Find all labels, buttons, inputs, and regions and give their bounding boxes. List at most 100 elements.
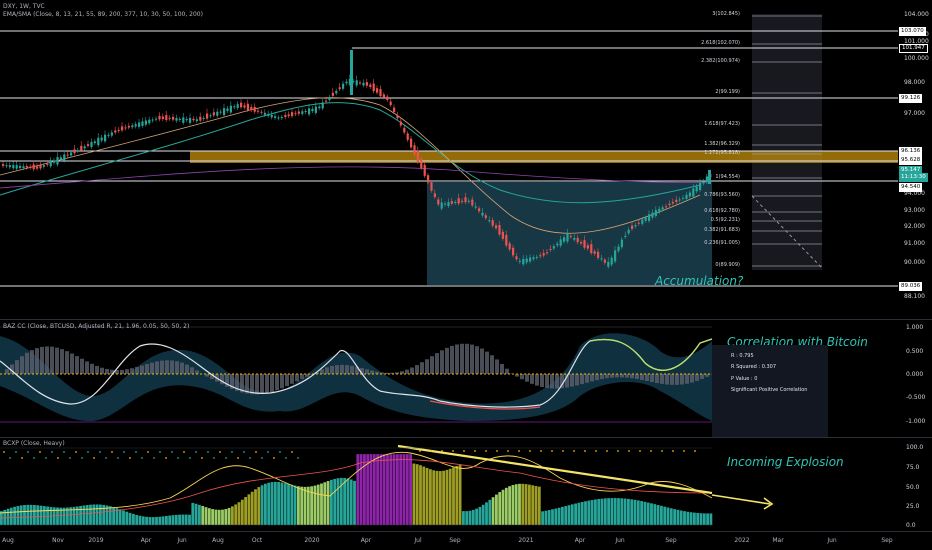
candle-body	[97, 137, 100, 146]
bcxp-marker	[141, 457, 143, 459]
bcxp-bar	[207, 508, 211, 525]
bcxp-bar	[435, 470, 439, 525]
bcxp-bar	[438, 471, 442, 525]
candle-body	[36, 166, 39, 169]
correlation-indicator-header[interactable]: BAZ CC (Close, BTCUSD, Adjusted R, 21, 1…	[3, 323, 190, 330]
bcxp-bar	[627, 498, 630, 525]
candle-body	[508, 243, 511, 250]
correlation-chart-svg[interactable]	[0, 321, 932, 437]
bcxp-bar	[66, 507, 69, 525]
candle-body	[620, 239, 623, 248]
correlation-bar	[30, 350, 34, 374]
bcxp-bar	[244, 497, 247, 525]
correlation-bar	[405, 369, 409, 374]
candle-body	[644, 217, 647, 221]
bcxp-chart-svg[interactable]	[0, 438, 932, 530]
bcxp-bar	[353, 480, 356, 525]
candle-body	[32, 164, 35, 170]
candle-body	[641, 219, 644, 224]
correlation-bar	[485, 351, 489, 374]
pane-separator	[0, 319, 932, 320]
correlation-bar	[205, 374, 209, 377]
bcxp-bar	[132, 513, 135, 525]
bcxp-bar	[557, 507, 561, 525]
bcxp-bar	[396, 454, 399, 525]
candle-body	[229, 105, 232, 113]
bcxp-bar	[174, 514, 178, 525]
bcxp-marker	[540, 450, 542, 452]
candle-body	[325, 100, 328, 102]
bcxp-indicator-header[interactable]: BCXP (Close, Heavy)	[3, 440, 65, 447]
bcxp-bar	[158, 516, 162, 525]
correlation-pane[interactable]: BAZ CC (Close, BTCUSD, Adjusted R, 21, 1…	[0, 321, 932, 437]
candle-body	[464, 197, 467, 203]
correlation-band	[0, 333, 712, 421]
bcxp-marker	[75, 451, 77, 453]
candle-body	[121, 126, 124, 131]
bcxp-bar	[297, 486, 300, 525]
candle-body	[685, 194, 688, 199]
bcxp-bar	[363, 454, 366, 525]
correlation-bar	[375, 371, 379, 374]
correlation-bar	[570, 374, 574, 387]
bcxp-marker	[57, 457, 59, 459]
correlation-bar	[320, 369, 324, 374]
candle-body	[566, 233, 569, 242]
correlation-axis-label: -1.000	[906, 418, 926, 425]
bcxp-axis-label: 50.0	[906, 484, 920, 491]
candle-body	[423, 164, 426, 176]
candle-body	[284, 115, 287, 118]
correlation-bar	[165, 360, 169, 374]
bcxp-bar	[303, 486, 307, 525]
bcxp-marker	[617, 450, 619, 452]
candle-body	[563, 237, 566, 242]
correlation-bar	[210, 374, 214, 380]
correlation-bar	[700, 374, 704, 380]
ema-indicator-header[interactable]: EMA/SMA (Close, 8, 13, 21, 55, 89, 200, …	[3, 11, 203, 18]
bcxp-bar	[366, 454, 370, 525]
bcxp-bar	[617, 498, 620, 525]
candle-body	[246, 103, 249, 111]
candle-body	[206, 113, 209, 119]
price-axis-label: 88.100	[904, 293, 925, 300]
bcxp-bar	[306, 486, 310, 525]
correlation-bar	[295, 374, 299, 382]
correlation-bar	[400, 371, 404, 374]
candle-body	[345, 81, 348, 84]
bcxp-bar	[181, 514, 185, 525]
bcxp-marker	[63, 451, 65, 453]
correlation-bar	[340, 364, 344, 374]
candle-body	[678, 199, 681, 201]
correlation-bar	[505, 368, 509, 374]
bcxp-bar	[531, 485, 535, 525]
price-chart-svg[interactable]	[0, 0, 932, 300]
bcxp-bar	[330, 479, 333, 525]
candle-body	[634, 225, 637, 227]
time-axis-label: 2021	[518, 537, 534, 544]
candle-body	[695, 186, 698, 192]
correlation-bar	[460, 343, 464, 374]
price-pane[interactable]: DXY, 1W, TVC EMA/SMA (Close, 8, 13, 21, …	[0, 0, 932, 300]
candle-body	[100, 137, 103, 141]
price-tag: 101.947	[899, 44, 928, 53]
bcxp-bar	[650, 503, 653, 525]
bcxp-pane[interactable]: BCXP (Close, Heavy) Incoming Explosion 1…	[0, 438, 932, 530]
bcxp-axis-label: 75.0	[906, 464, 920, 471]
correlation-bar	[585, 374, 589, 383]
candle-body	[671, 201, 674, 204]
bcxp-bar	[706, 513, 709, 525]
bcxp-bar	[112, 507, 115, 525]
correlation-bar	[265, 374, 269, 394]
bcxp-marker	[153, 457, 155, 459]
correlation-bar	[540, 374, 544, 387]
time-axis-label: Sep	[881, 537, 893, 544]
candle-body	[189, 117, 192, 123]
bcxp-bar	[300, 486, 304, 525]
candle-body	[352, 81, 355, 83]
chart-title[interactable]: DXY, 1W, TVC	[3, 3, 45, 10]
correlation-bar	[520, 374, 524, 380]
candle-body	[182, 117, 185, 123]
stat-r-squared: R Squared : 0.307	[731, 364, 777, 370]
bcxp-bar	[468, 510, 472, 525]
candle-body	[386, 96, 389, 101]
